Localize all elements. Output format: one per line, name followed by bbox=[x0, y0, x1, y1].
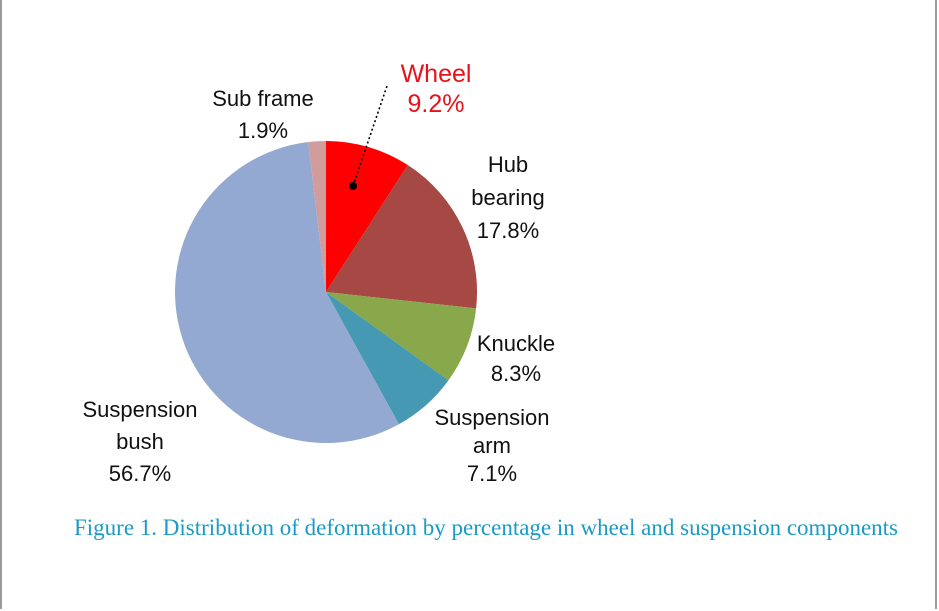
pie-slices bbox=[175, 141, 478, 443]
slice-label-sub-frame: Sub frame 1.9% bbox=[212, 86, 314, 143]
pie-slice-suspension-bush bbox=[175, 142, 399, 443]
pie-slice-sub-frame bbox=[308, 141, 326, 292]
slice-label-suspension-arm: Suspension arm 7.1% bbox=[435, 405, 550, 486]
pie-chart: Wheel 9.2% Hub bearing 17.8% Knuckle 8.3% Suspe… bbox=[83, 60, 556, 486]
pie-slice-hub-bearing bbox=[326, 165, 478, 309]
wheel-leader-dot bbox=[349, 182, 357, 190]
pie-slice-wheel bbox=[326, 141, 408, 292]
pie-slice-knuckle bbox=[326, 292, 477, 381]
slice-label-hub-bearing: Hub bearing 17.8% bbox=[471, 152, 544, 243]
slice-label-suspension-bush: Suspension bush 56.7% bbox=[83, 397, 198, 486]
pie-labels: Wheel 9.2% Hub bearing 17.8% Knuckle 8.3% Suspe… bbox=[83, 60, 556, 486]
slice-label-wheel: Wheel 9.2% bbox=[401, 60, 472, 118]
figure-caption: Figure 1. Distribution of deformation by… bbox=[74, 515, 898, 540]
pie-slice-suspension-arm bbox=[326, 292, 449, 425]
slice-label-knuckle: Knuckle 8.3% bbox=[477, 331, 555, 386]
